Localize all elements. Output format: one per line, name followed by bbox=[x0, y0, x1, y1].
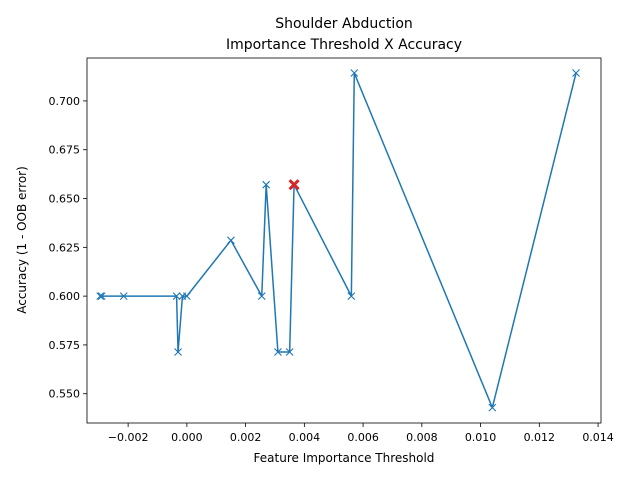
chart-title-line-1: Shoulder Abduction bbox=[275, 16, 413, 32]
data-point-marker bbox=[257, 292, 266, 301]
y-axis-label: Accuracy (1 - OOB error) bbox=[15, 166, 29, 314]
y-tick-label: 0.575 bbox=[49, 339, 81, 352]
x-tick-label: 0.008 bbox=[406, 431, 438, 444]
data-point-marker bbox=[572, 69, 580, 77]
y-tick-label: 0.700 bbox=[49, 95, 81, 108]
x-tick-label: −0.002 bbox=[108, 431, 149, 444]
y-tick-label: 0.600 bbox=[49, 290, 81, 303]
data-point-marker bbox=[227, 236, 235, 245]
axes-frame bbox=[86, 57, 602, 424]
x-tick-label: 0.010 bbox=[465, 431, 497, 444]
plot-area bbox=[96, 69, 580, 412]
data-point-marker bbox=[262, 180, 271, 189]
best-accuracy-marker bbox=[288, 179, 300, 191]
series-line bbox=[100, 72, 577, 409]
data-point-marker bbox=[172, 292, 181, 301]
x-tick-label: 0.006 bbox=[347, 431, 379, 444]
data-point-marker bbox=[347, 292, 356, 301]
y-tick-label: 0.650 bbox=[49, 193, 81, 206]
x-tick-label: 0.012 bbox=[524, 431, 556, 444]
data-point-marker bbox=[285, 348, 294, 356]
y-tick-label: 0.625 bbox=[49, 241, 81, 254]
data-point-marker bbox=[97, 292, 106, 301]
y-tick-label: 0.675 bbox=[49, 144, 81, 157]
x-tick-label: 0.000 bbox=[171, 431, 203, 444]
data-point-marker bbox=[274, 348, 282, 356]
chart-title-line-2: Importance Threshold X Accuracy bbox=[226, 37, 462, 53]
data-point-marker bbox=[182, 292, 191, 301]
x-axis-label: Feature Importance Threshold bbox=[254, 451, 435, 465]
y-tick-label: 0.550 bbox=[49, 388, 81, 401]
data-point-marker bbox=[174, 348, 182, 356]
data-point-marker bbox=[96, 292, 105, 301]
data-point-marker bbox=[488, 403, 497, 412]
x-tick-label: 0.014 bbox=[582, 431, 614, 444]
data-point-marker bbox=[350, 69, 359, 77]
data-point-marker bbox=[119, 292, 128, 301]
x-tick-label: 0.002 bbox=[230, 431, 262, 444]
x-tick-label: 0.004 bbox=[289, 431, 321, 444]
